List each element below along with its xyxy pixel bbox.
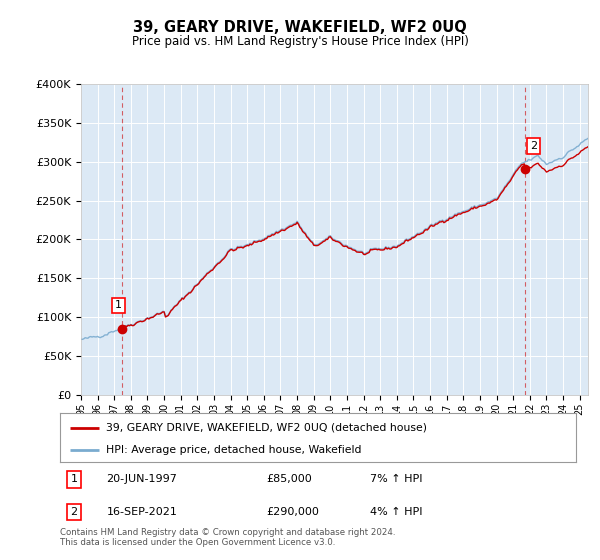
Text: 1: 1	[70, 474, 77, 484]
Text: Price paid vs. HM Land Registry's House Price Index (HPI): Price paid vs. HM Land Registry's House …	[131, 35, 469, 48]
Text: HPI: Average price, detached house, Wakefield: HPI: Average price, detached house, Wake…	[106, 445, 362, 455]
Text: 2: 2	[70, 507, 77, 517]
Text: 1: 1	[115, 301, 122, 310]
Text: 39, GEARY DRIVE, WAKEFIELD, WF2 0UQ (detached house): 39, GEARY DRIVE, WAKEFIELD, WF2 0UQ (det…	[106, 422, 427, 432]
Text: £290,000: £290,000	[266, 507, 319, 517]
Text: 39, GEARY DRIVE, WAKEFIELD, WF2 0UQ: 39, GEARY DRIVE, WAKEFIELD, WF2 0UQ	[133, 20, 467, 35]
Text: 7% ↑ HPI: 7% ↑ HPI	[370, 474, 422, 484]
Text: Contains HM Land Registry data © Crown copyright and database right 2024.
This d: Contains HM Land Registry data © Crown c…	[60, 528, 395, 547]
Text: 4% ↑ HPI: 4% ↑ HPI	[370, 507, 422, 517]
Text: 2: 2	[530, 141, 537, 151]
Text: £85,000: £85,000	[266, 474, 312, 484]
Text: 20-JUN-1997: 20-JUN-1997	[106, 474, 178, 484]
Text: 16-SEP-2021: 16-SEP-2021	[106, 507, 178, 517]
